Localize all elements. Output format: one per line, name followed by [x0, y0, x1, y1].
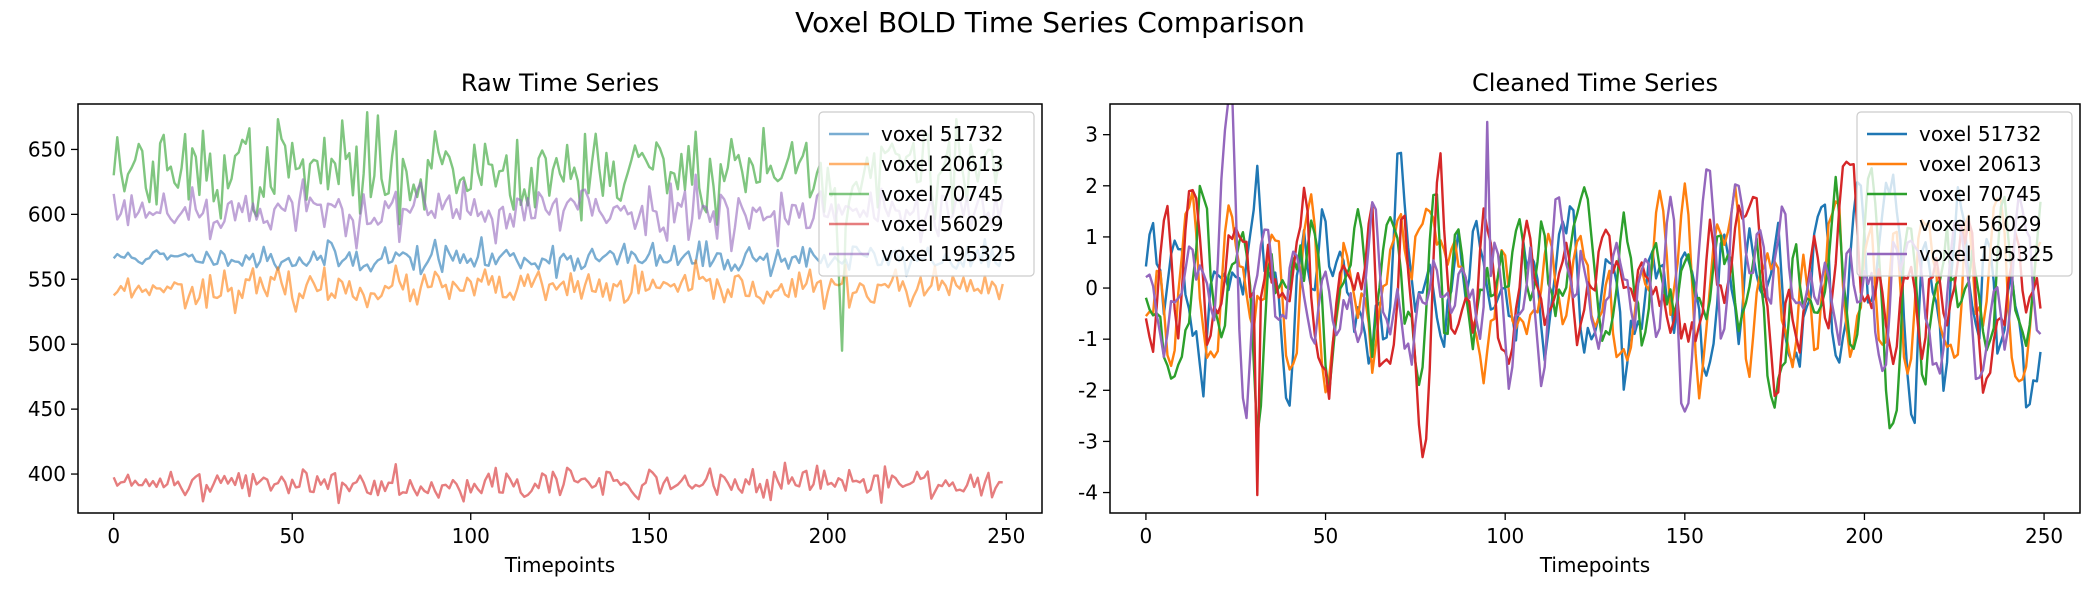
raw-series-line-2 — [112, 259, 1004, 315]
raw-xtick-label: 0 — [107, 524, 120, 548]
clean-series-line-5 — [1145, 104, 2042, 420]
clean-ytick-label: 3 — [1085, 123, 1098, 147]
raw-xtick-label: 50 — [279, 524, 304, 548]
cleaned-xlabel: Timepoints — [1539, 553, 1650, 577]
raw-legend-label-4: voxel 56029 — [881, 212, 1004, 236]
clean-xtick-label: 0 — [1140, 524, 1153, 548]
clean-legend-label-2: voxel 20613 — [1919, 152, 2042, 176]
raw-xtick-label: 150 — [630, 524, 668, 548]
raw-legend-label-1: voxel 51732 — [881, 122, 1004, 146]
clean-ytick-label: 0 — [1085, 276, 1098, 300]
clean-legend-label-3: voxel 70745 — [1919, 182, 2042, 206]
raw-legend-box — [818, 111, 1035, 277]
figure-title: Voxel BOLD Time Series Comparison — [795, 6, 1305, 39]
raw-legend: voxel 51732 voxel 20613 voxel 70745 voxel 5… — [818, 111, 1035, 277]
raw-ytick-label: 400 — [28, 462, 66, 486]
clean-xtick-label: 100 — [1486, 524, 1524, 548]
raw-axes-frame — [77, 103, 1043, 514]
cleaned-panel: Cleaned Time Series 0 50 100 150 200 250 -4 -3 -… — [1078, 69, 2081, 577]
raw-legend-label-2: voxel 20613 — [881, 152, 1004, 176]
clean-ytick-label: 2 — [1085, 174, 1098, 198]
raw-xlabel: Timepoints — [504, 553, 615, 577]
raw-series-line-4 — [112, 461, 1003, 505]
clean-xtick-label: 50 — [1313, 524, 1338, 548]
clean-legend-box — [1856, 111, 2073, 277]
raw-ytick-label: 450 — [28, 397, 66, 421]
clean-xtick-label: 250 — [2025, 524, 2063, 548]
raw-xtick-label: 100 — [452, 524, 490, 548]
clean-ytick-label: -2 — [1078, 378, 1098, 402]
clean-xtick-label: 150 — [1666, 524, 1704, 548]
clean-ytick-label: -4 — [1078, 481, 1098, 505]
clean-xtick-label: 200 — [1845, 524, 1883, 548]
raw-xtick-label: 200 — [809, 524, 847, 548]
raw-ytick-label: 650 — [28, 137, 66, 161]
raw-ytick-label: 600 — [28, 202, 66, 226]
clean-ytick-label: -1 — [1078, 327, 1098, 351]
clean-legend-label-5: voxel 195325 — [1919, 242, 2054, 266]
clean-ytick-label: -3 — [1078, 429, 1098, 453]
cleaned-panel-title: Cleaned Time Series — [1472, 69, 1718, 97]
raw-panel-title: Raw Time Series — [461, 69, 659, 97]
raw-legend-label-5: voxel 195325 — [881, 242, 1016, 266]
clean-legend: voxel 51732 voxel 20613 voxel 70745 voxel 5… — [1856, 111, 2073, 277]
raw-xtick-label: 250 — [987, 524, 1025, 548]
clean-series-line-4 — [1144, 152, 2042, 497]
clean-legend-label-4: voxel 56029 — [1919, 212, 2042, 236]
clean-legend-label-1: voxel 51732 — [1919, 122, 2042, 146]
raw-plot-area: 0 50 100 150 200 250 400 450 500 550 600 650 voxel 5… — [28, 103, 1043, 548]
raw-panel: Raw Time Series 0 50 100 150 200 250 400 450 500… — [28, 69, 1043, 577]
raw-ytick-label: 550 — [28, 267, 66, 291]
raw-ytick-label: 500 — [28, 332, 66, 356]
raw-legend-label-3: voxel 70745 — [881, 182, 1004, 206]
clean-axes-frame — [1109, 103, 2081, 514]
clean-ytick-label: 1 — [1085, 225, 1098, 249]
